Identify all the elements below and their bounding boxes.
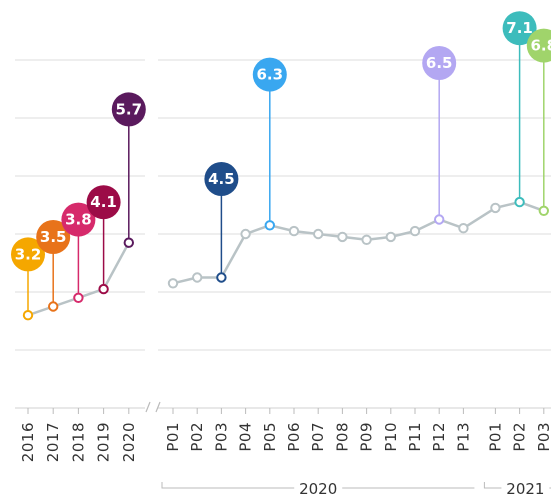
x-tick-label: P01 [164,422,182,452]
x-tick-label: P03 [212,422,230,452]
group-bracket [161,482,475,489]
data-point [288,225,300,237]
x-tick-label: 2020 [120,422,138,462]
x-tick-label: P05 [261,422,279,452]
x-tick-label: P07 [309,422,327,452]
data-point [98,283,109,295]
data-point [458,223,469,234]
callout-bubble [86,185,121,220]
data-point [192,272,203,283]
callout-bubble [502,11,537,46]
data-point [22,310,34,321]
callout-bubble [252,57,287,92]
x-tick-label: 2019 [95,422,113,462]
x-tick-label: P02 [511,422,529,452]
data-point [337,231,348,243]
data-point [73,292,84,303]
data-point [313,228,324,240]
value-label: 6.3 [257,66,284,84]
data-point [167,278,179,289]
x-tick-label: P06 [285,422,303,452]
callout-bubble [61,202,96,237]
value-label: 4.1 [90,193,117,211]
group-label: 2020 [299,480,337,495]
callout-bubble [11,237,45,272]
value-label: 6.5 [426,54,453,72]
callout-bubble [111,92,146,127]
callout-bubble [526,28,551,63]
value-label: 3.5 [40,228,67,246]
callout-bubble [422,46,457,80]
x-tick-label: P04 [237,422,255,452]
data-point [538,205,549,217]
x-tick-label: P11 [406,422,424,452]
data-point [490,202,501,214]
value-label: 6.8 [531,37,551,55]
value-label: 7.1 [506,19,533,37]
x-tick-label: 2018 [69,422,87,462]
x-tick-label: P10 [382,422,400,452]
x-tick-label: 2016 [19,422,37,462]
x-tick-label: P09 [358,422,376,452]
x-tick-label: P13 [454,422,472,452]
data-point [240,228,251,240]
data-point [434,214,445,225]
data-point [361,234,372,246]
x-tick-label: P08 [333,422,351,452]
data-line [172,200,545,285]
x-tick-label: P02 [188,422,206,452]
data-point [385,231,396,243]
callout-bubble [36,220,71,254]
data-point [409,225,421,237]
data-point [216,272,227,283]
callout-bubble [204,162,239,196]
value-label: 3.2 [15,245,42,263]
value-label: 5.7 [116,100,143,118]
value-label: 4.5 [208,170,235,188]
group-label: 2021 [506,480,544,495]
x-tick-label: P12 [430,422,448,452]
data-point [514,196,525,208]
data-point [123,237,135,248]
value-label: 3.8 [65,211,92,229]
axis-break [145,401,161,413]
data-point [264,220,275,231]
x-tick-label: P03 [535,422,551,452]
x-tick-label: P01 [486,422,504,452]
x-tick-label: 2017 [44,422,62,462]
data-point [48,301,59,312]
